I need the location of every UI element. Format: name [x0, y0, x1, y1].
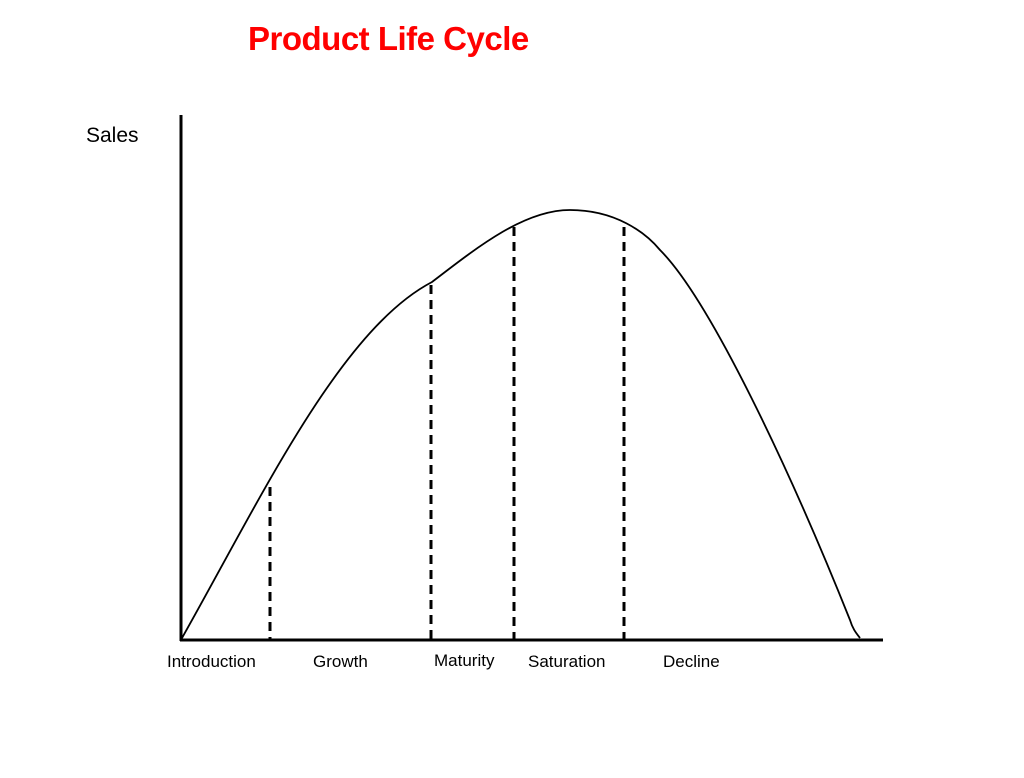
- stage-label-decline: Decline: [663, 652, 720, 671]
- stage-label-maturity: Maturity: [434, 651, 495, 670]
- diagram-title: Product Life Cycle: [248, 20, 529, 57]
- sales-curve: [181, 209, 861, 639]
- stage-label-introduction: Introduction: [167, 652, 256, 671]
- y-axis-label: Sales: [86, 124, 139, 147]
- stage-label-growth: Growth: [313, 652, 368, 671]
- stage-label-saturation: Saturation: [528, 652, 606, 671]
